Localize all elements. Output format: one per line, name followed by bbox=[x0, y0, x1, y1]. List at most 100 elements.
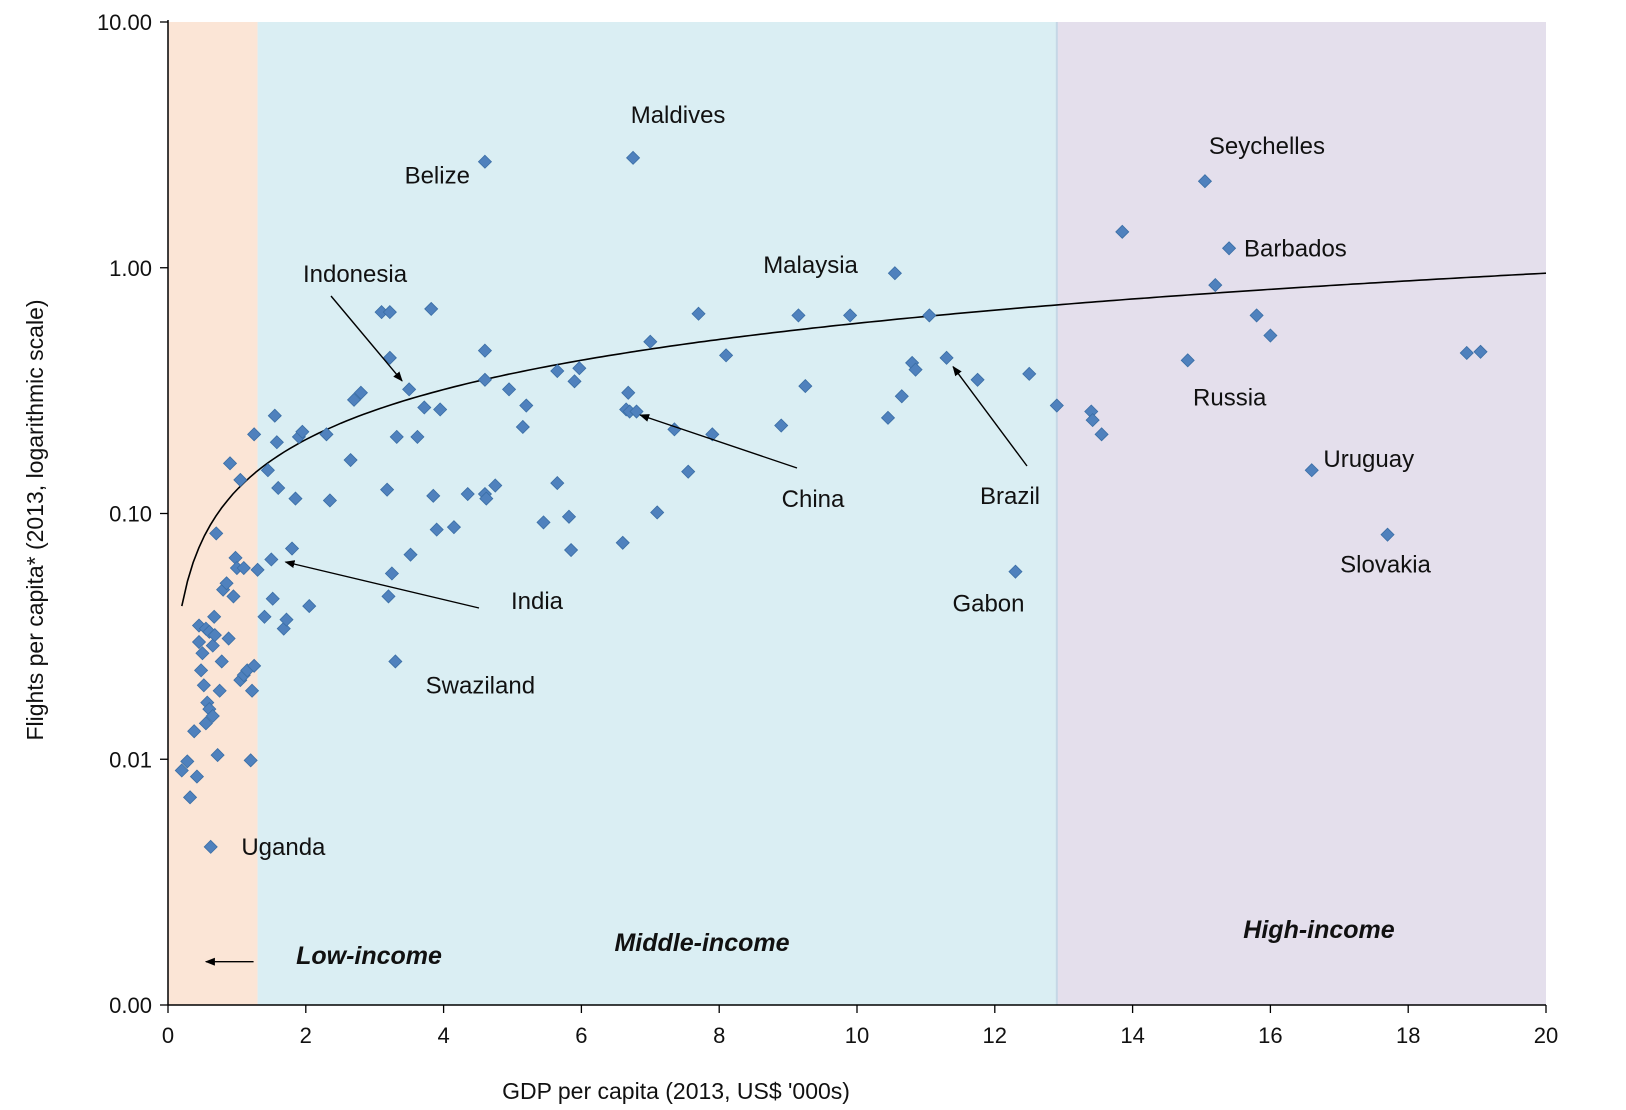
x-tick-label: 4 bbox=[437, 1023, 449, 1048]
trendline-group bbox=[181, 272, 1547, 607]
data-point bbox=[519, 398, 534, 413]
data-point bbox=[843, 308, 858, 323]
data-point bbox=[1022, 366, 1037, 381]
data-point bbox=[643, 334, 658, 349]
data-point bbox=[382, 305, 397, 320]
data-point bbox=[1094, 427, 1109, 442]
data-point bbox=[243, 753, 258, 768]
data-point bbox=[189, 769, 205, 784]
data-point bbox=[302, 599, 317, 614]
data-point bbox=[264, 552, 279, 567]
data-point bbox=[247, 658, 262, 673]
data-point bbox=[295, 424, 310, 439]
brazil-arrow bbox=[952, 365, 1028, 467]
low-income-label: Low-income bbox=[296, 942, 442, 970]
data-point bbox=[572, 361, 587, 376]
data-point bbox=[205, 638, 220, 653]
data-point bbox=[719, 348, 734, 363]
trendline bbox=[181, 272, 1547, 607]
data-point bbox=[180, 754, 195, 769]
data-point bbox=[219, 576, 234, 591]
data-point bbox=[209, 526, 224, 541]
data-point bbox=[563, 542, 579, 558]
data-point bbox=[460, 486, 475, 502]
y-tick-label: 1.00 bbox=[109, 256, 152, 281]
data-point bbox=[260, 463, 275, 478]
data-point bbox=[207, 628, 222, 643]
data-point bbox=[880, 410, 896, 425]
malaysia-label: Malaysia bbox=[763, 252, 858, 279]
y-tick-label: 0.00 bbox=[109, 993, 152, 1018]
data-point bbox=[196, 678, 211, 693]
y-tick-label: 0.10 bbox=[109, 502, 152, 527]
data-points bbox=[174, 150, 1488, 854]
data-point bbox=[1197, 174, 1213, 189]
data-point bbox=[477, 154, 493, 169]
x-tick-label: 8 bbox=[713, 1023, 725, 1048]
data-point bbox=[198, 716, 213, 731]
belize-label: Belize bbox=[405, 163, 470, 190]
x-tick-label: 10 bbox=[845, 1023, 869, 1048]
x-axis-title: GDP per capita (2013, US$ '000s) bbox=[502, 1078, 850, 1104]
data-point bbox=[887, 266, 902, 281]
data-point bbox=[477, 343, 493, 358]
data-point bbox=[501, 382, 517, 397]
uganda-label: Uganda bbox=[241, 834, 326, 861]
data-point bbox=[236, 560, 251, 576]
data-point bbox=[353, 385, 368, 400]
barbados-label: Barbados bbox=[1244, 235, 1347, 262]
data-point bbox=[288, 491, 303, 506]
data-point bbox=[257, 609, 272, 624]
x-tick-label: 14 bbox=[1120, 1023, 1144, 1048]
data-point bbox=[271, 480, 286, 496]
data-point bbox=[1459, 345, 1474, 361]
annotations: Maldives Belize Seychelles Barbados Malaysia… bbox=[204, 102, 1432, 970]
data-point bbox=[970, 372, 985, 387]
data-point bbox=[182, 790, 198, 805]
data-point bbox=[798, 379, 813, 394]
data-point bbox=[561, 509, 577, 524]
low-income-region bbox=[168, 22, 258, 1005]
data-point bbox=[1249, 308, 1264, 323]
data-point bbox=[226, 589, 241, 604]
data-point bbox=[250, 562, 265, 577]
data-point bbox=[389, 429, 404, 444]
data-point bbox=[681, 464, 696, 479]
x-tick-label: 0 bbox=[162, 1023, 174, 1048]
russia-label: Russia bbox=[1193, 384, 1267, 411]
maldives-label: Maldives bbox=[631, 102, 726, 129]
data-point bbox=[908, 362, 923, 377]
high-income-region bbox=[1056, 22, 1546, 1005]
data-point bbox=[479, 491, 494, 506]
data-point bbox=[1473, 344, 1488, 359]
middle-income-label: Middle-income bbox=[614, 929, 789, 957]
data-point bbox=[269, 435, 284, 450]
data-point bbox=[346, 392, 362, 407]
data-point bbox=[195, 646, 210, 661]
data-point bbox=[205, 708, 220, 724]
data-point bbox=[426, 488, 441, 503]
data-point bbox=[388, 654, 403, 669]
data-point bbox=[203, 839, 218, 854]
y-axis-title: Flights per capita* (2013, logarithmic s… bbox=[22, 299, 48, 740]
data-point bbox=[267, 408, 282, 423]
data-point bbox=[567, 374, 582, 389]
x-tick-label: 18 bbox=[1396, 1023, 1420, 1048]
data-point bbox=[187, 724, 202, 739]
y-tick-label: 10.00 bbox=[97, 10, 152, 35]
china-label: China bbox=[782, 486, 845, 513]
income-regions bbox=[168, 22, 1546, 1005]
data-point bbox=[174, 763, 189, 778]
data-point bbox=[343, 452, 358, 468]
swaziland-label: Swaziland bbox=[426, 672, 535, 699]
data-point bbox=[410, 429, 425, 444]
data-point bbox=[247, 427, 262, 442]
seychelles-label: Seychelles bbox=[1209, 133, 1325, 160]
data-point bbox=[1208, 278, 1223, 293]
indonesia-arrow bbox=[330, 295, 403, 382]
data-point bbox=[1115, 224, 1130, 239]
data-point bbox=[207, 609, 222, 624]
data-point bbox=[322, 493, 337, 508]
data-point bbox=[488, 478, 503, 493]
